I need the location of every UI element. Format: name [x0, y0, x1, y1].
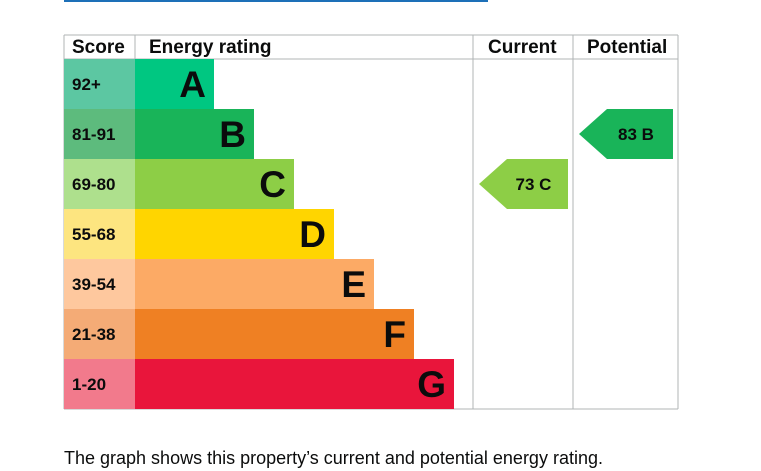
band-letter-label: E [341, 264, 366, 305]
band-score-label: 55-68 [72, 225, 115, 244]
band-a: 92+ A [64, 59, 214, 109]
band-score-label: 69-80 [72, 175, 115, 194]
band-bar [135, 159, 294, 209]
band-score-cell [64, 209, 135, 259]
band-bar [135, 209, 334, 259]
band-score-label: 21-38 [72, 325, 115, 344]
band-score-cell [64, 359, 135, 409]
band-letter-label: G [417, 364, 446, 405]
band-d: 55-68 D [64, 209, 334, 259]
current-rating-arrow: 73 C [479, 159, 568, 209]
band-bar [135, 309, 414, 359]
potential-arrow-label: 83 B [618, 125, 654, 144]
band-b: 81-91 B [64, 109, 254, 159]
band-bar [135, 359, 454, 409]
band-score-cell [64, 259, 135, 309]
current-arrow-label: 73 C [516, 175, 552, 194]
potential-rating-arrow: 83 B [579, 109, 673, 159]
header-current: Current [488, 37, 557, 58]
band-f: 21-38 F [64, 309, 414, 359]
band-g: 1-20 G [64, 359, 454, 409]
band-letter-label: F [383, 314, 406, 355]
band-c: 69-80 C [64, 159, 294, 209]
top-link-underline[interactable] [64, 0, 488, 2]
band-score-label: 81-91 [72, 125, 115, 144]
header-score: Score [72, 37, 125, 58]
header-energy-rating: Energy rating [149, 37, 271, 58]
band-letter-label: D [299, 214, 326, 255]
rating-arrows: 73 C 83 B [479, 109, 673, 209]
current-arrow-shape [479, 159, 568, 209]
band-bar [135, 259, 374, 309]
band-bar [135, 109, 254, 159]
band-score-cell [64, 159, 135, 209]
band-e: 39-54 E [64, 259, 374, 309]
band-score-label: 92+ [72, 75, 101, 94]
energy-rating-chart: Score Energy rating Current Potential 92… [63, 34, 679, 410]
band-bar [135, 59, 214, 109]
band-score-cell [64, 309, 135, 359]
band-score-cell [64, 109, 135, 159]
band-score-label: 39-54 [72, 275, 116, 294]
potential-arrow-shape [579, 109, 673, 159]
band-letter-label: C [259, 164, 286, 205]
header-potential: Potential [587, 37, 667, 58]
band-score-label: 1-20 [72, 375, 106, 394]
rating-bands: 92+ A 81-91 B 69-80 C 55-68 D 39-54 E 21-38 F 1-20 G [64, 59, 454, 409]
chart-caption: The graph shows this property’s current … [64, 448, 603, 468]
chart-headers: Score Energy rating Current Potential [72, 37, 667, 58]
band-letter-label: B [219, 114, 246, 155]
band-letter-label: A [179, 64, 206, 105]
band-score-cell [64, 59, 135, 109]
